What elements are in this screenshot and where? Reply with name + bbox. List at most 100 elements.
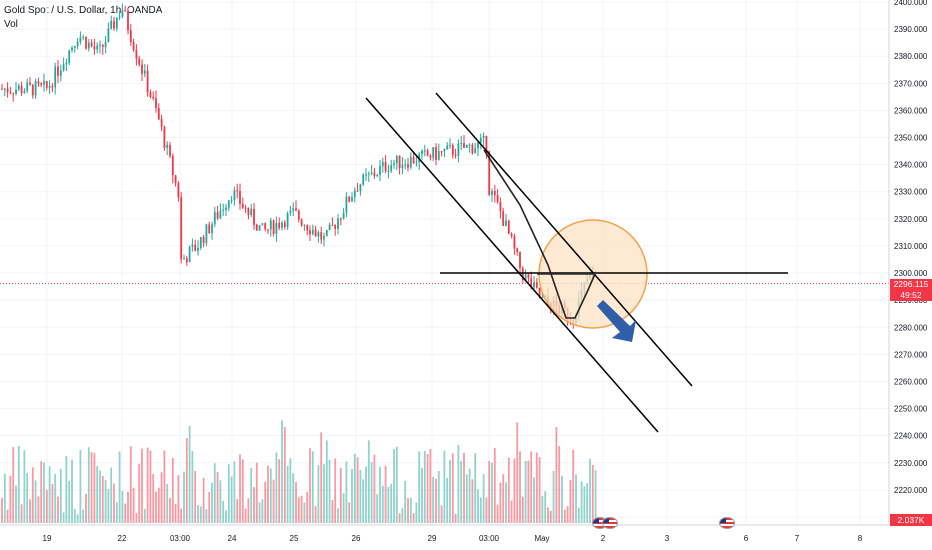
candle-body: [267, 229, 269, 231]
candle-body: [303, 225, 306, 227]
volume-bar: [334, 458, 337, 523]
volume-bar: [68, 480, 71, 523]
volume-bar: [171, 457, 174, 523]
volume-bar: [591, 464, 594, 523]
price-axis[interactable]: 2400.000 2390.000 2380.000 2370.000 2360.000…: [894, 0, 928, 522]
volume-bar: [535, 452, 538, 523]
price-tick-label: 2350.000: [894, 134, 928, 143]
candle-body: [115, 17, 118, 29]
volume-bar: [300, 495, 303, 523]
candle-body: [79, 37, 82, 42]
candle-body: [362, 174, 365, 185]
volume-bar: [146, 447, 149, 523]
volume-bar: [359, 470, 362, 523]
candle-body: [183, 258, 185, 260]
time-tick-label: 26: [352, 534, 361, 543]
volume-bar: [180, 508, 183, 523]
volume-bar: [90, 452, 93, 523]
candle-body: [507, 220, 510, 234]
volume-bar: [376, 494, 379, 523]
candle-body: [527, 274, 530, 278]
candle-body: [208, 224, 211, 233]
candle-body: [334, 225, 337, 229]
volume-bar: [381, 485, 384, 523]
candle-body: [29, 82, 31, 85]
volume-bar: [247, 498, 250, 523]
candle-body: [449, 145, 451, 147]
volume-bar: [387, 486, 390, 523]
candle-body: [227, 200, 230, 208]
candle-body: [443, 149, 446, 152]
candle-body: [222, 209, 225, 211]
us-flag-event-icon[interactable]: [602, 517, 618, 529]
volume-bar: [569, 480, 572, 523]
time-tick-label: 7: [795, 534, 800, 543]
volume-label: Vol: [4, 19, 18, 30]
time-axis[interactable]: 19 22 03:00 24 25 26 29 03:00 May 2 3 6 7 8: [43, 534, 863, 543]
candle-body: [325, 229, 328, 236]
volume-bar: [474, 452, 477, 523]
time-tick-label: May: [534, 534, 549, 543]
volume-bar: [149, 450, 152, 523]
volume-bar: [432, 477, 435, 523]
volume-bar: [115, 502, 118, 523]
volume-bar: [166, 484, 169, 523]
candle-body: [390, 165, 393, 171]
volume-bar: [583, 486, 586, 523]
volume-bar: [527, 460, 530, 523]
symbol-title[interactable]: Gold Spot / U.S. Dollar, 1h, OANDA: [4, 5, 163, 16]
candle-body: [96, 45, 99, 50]
candle-body: [465, 144, 468, 148]
volume-bar: [558, 446, 561, 523]
volume-bar: [85, 493, 87, 523]
volume-bar: [519, 451, 521, 523]
candle-body: [163, 126, 166, 148]
candle-body: [34, 81, 37, 96]
price-tick-label: 2300.000: [894, 269, 928, 278]
candle-body: [513, 236, 516, 249]
volume-bar: [286, 465, 289, 523]
candle-body: [317, 232, 320, 237]
time-tick-label: 8: [858, 534, 863, 543]
candle-body: [37, 81, 40, 84]
volume-bar: [552, 470, 555, 523]
us-flag-event-icon[interactable]: [719, 517, 735, 529]
candle-body: [348, 196, 351, 202]
volume-bar: [505, 482, 507, 523]
candle-body: [9, 92, 12, 94]
time-tick-label: 29: [428, 534, 437, 543]
candle-body: [311, 229, 314, 235]
candle-body: [216, 212, 219, 219]
volume-bar: [283, 426, 286, 523]
volume-bar: [398, 513, 401, 523]
volume-bar: [197, 504, 199, 523]
price-tick-label: 2370.000: [894, 79, 928, 88]
volume-bar: [549, 510, 552, 523]
candle-body: [524, 274, 527, 280]
candle-body: [107, 28, 110, 43]
volume-bar: [412, 513, 415, 523]
candle-body: [320, 232, 323, 240]
volume-bar: [62, 512, 65, 523]
volume-bar: [202, 477, 205, 523]
volume-bar: [295, 482, 297, 523]
volume-bar: [563, 509, 566, 523]
volume-bar: [555, 426, 558, 523]
candle-body: [278, 222, 281, 228]
candle-body: [314, 229, 317, 237]
candle-body: [454, 154, 457, 156]
candle-body: [87, 42, 90, 49]
candle-body: [373, 172, 376, 177]
candle-body: [519, 251, 521, 268]
volume-bar: [191, 451, 194, 523]
volume-bar: [194, 470, 197, 523]
candle-body: [45, 81, 48, 88]
volume-bar: [227, 464, 230, 523]
volume-bar: [325, 440, 328, 523]
volume-bar: [314, 506, 317, 523]
candle-body: [188, 246, 191, 263]
candle-body: [15, 89, 17, 95]
volume-bar: [59, 468, 62, 523]
drawings[interactable]: [0, 92, 889, 433]
